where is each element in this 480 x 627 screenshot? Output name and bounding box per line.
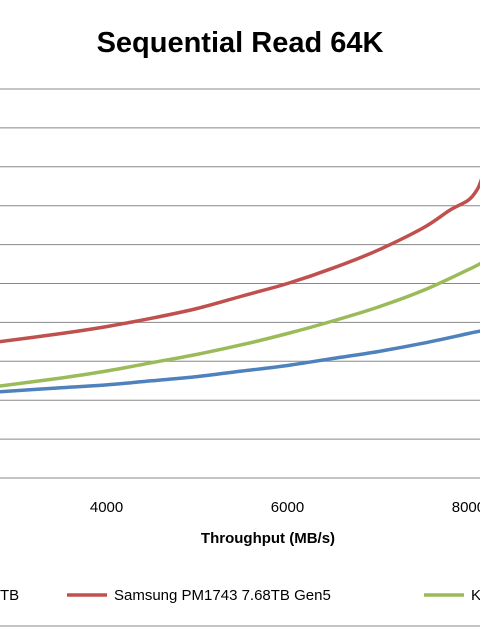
series-line-3 [0, 261, 480, 388]
legend-label-2: Samsung PM1743 7.68TB Gen5 [114, 587, 331, 604]
legend-label-3: K [471, 587, 480, 604]
chart-title: Sequential Read 64K [97, 27, 384, 59]
x-axis-label: Throughput (MB/s) [201, 530, 335, 547]
gridlines [0, 88, 480, 479]
x-axis-ticks: 4000 6000 8000 [90, 499, 480, 516]
x-tick-label: 4000 [90, 499, 123, 516]
series-line-1 [0, 329, 480, 394]
legend: TB Samsung PM1743 7.68TB Gen5 K [0, 587, 480, 604]
legend-label-1: TB [0, 587, 19, 604]
x-tick-label: 6000 [271, 499, 304, 516]
x-tick-label: 8000 [452, 499, 480, 516]
series-lines [0, 178, 480, 394]
series-line-2 [0, 178, 480, 344]
